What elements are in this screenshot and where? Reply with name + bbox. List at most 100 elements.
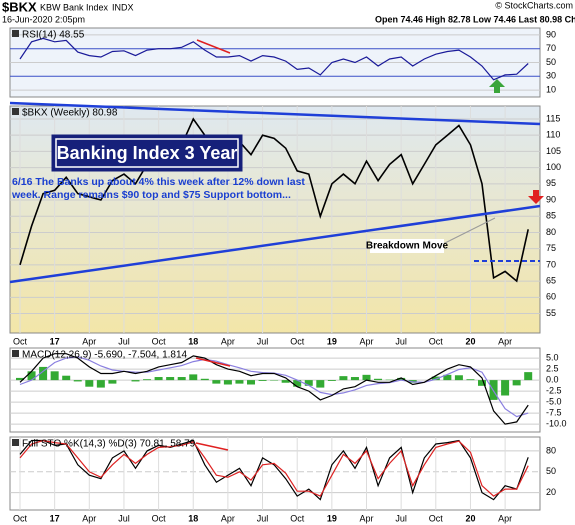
series-line (19, 439, 529, 497)
x-tick-label: 17 (50, 513, 60, 523)
y-tick-label: 115 (546, 113, 560, 123)
lower-trendline (9, 204, 541, 284)
series-line (19, 439, 529, 501)
up-arrow (489, 79, 505, 93)
x-tick-label: Oct (290, 513, 305, 523)
y-tick-label: 75 (546, 243, 556, 253)
x-tick-label: Apr (82, 336, 96, 346)
histogram-bar (258, 380, 267, 381)
histogram-bar (304, 380, 313, 386)
x-tick-label: Apr (359, 513, 373, 523)
histogram-bar (339, 376, 348, 381)
exchange: INDX (112, 2, 134, 12)
histogram-bar (293, 380, 302, 387)
y-tick-label: 70 (546, 43, 556, 53)
x-tick-label: Apr (498, 513, 512, 523)
y-tick-label: 100 (546, 162, 561, 172)
x-tick-label: Apr (359, 336, 373, 346)
x-tick-label: Apr (82, 513, 96, 523)
x-tick-label: Oct (290, 336, 305, 346)
histogram-bar (443, 374, 452, 381)
y-tick-label: 50 (546, 57, 556, 67)
histogram-bar (96, 380, 105, 388)
x-tick-label: Jul (395, 336, 407, 346)
x-tick-label: Oct (429, 336, 444, 346)
y-tick-label: 2.5 (546, 363, 559, 373)
x-tick-label: Jul (118, 336, 130, 346)
histogram-bar (27, 371, 36, 381)
histogram-bar (212, 380, 221, 384)
panel-title: Banking Index 3 Year (57, 143, 238, 163)
y-tick-label: 5.0 (546, 352, 559, 362)
y-tick-label: 80 (546, 445, 556, 455)
histogram-bar (50, 371, 59, 381)
histogram-bar (235, 380, 244, 384)
y-tick-label: 95 (546, 178, 556, 188)
down-arrow (528, 190, 544, 204)
series-line (19, 353, 529, 425)
histogram-bar (512, 380, 521, 386)
callout-text: Breakdown Move (366, 241, 449, 252)
x-tick-label: Oct (13, 513, 28, 523)
y-tick-label: 80 (546, 227, 556, 237)
y-tick-label: 10 (546, 84, 556, 94)
histogram-bar (431, 376, 440, 381)
histogram-bar (327, 380, 336, 381)
histogram-bar (154, 377, 163, 381)
histogram-bar (73, 380, 82, 382)
histogram-bar (223, 380, 232, 385)
y-tick-label: 65 (546, 275, 556, 285)
histogram-bar (281, 380, 290, 383)
y-tick-label: 60 (546, 292, 556, 302)
credit: © StockCharts.com (495, 0, 573, 10)
panel-label: $BKX (Weekly) 80.98 (22, 108, 118, 119)
histogram-bar (177, 377, 186, 381)
x-tick-label: Oct (13, 336, 28, 346)
label-bg (12, 30, 19, 37)
y-tick-label: -2.5 (546, 385, 562, 395)
y-tick-label: 0.0 (546, 374, 559, 384)
x-tick-label: Apr (498, 336, 512, 346)
overlay: Banking Index 3 Year 6/16 The Banks up a… (9, 39, 544, 451)
histogram-bar (62, 375, 71, 381)
index-name: KBW Bank Index (40, 2, 109, 12)
x-tick-label: Oct (152, 336, 167, 346)
panel-label: Full STO %K(14,3) %D(3) 70.81, 58.79 (22, 439, 196, 450)
divergence-line (195, 442, 229, 451)
comment: 6/16 The Banks up about 4% this week aft… (12, 176, 305, 201)
y-tick-label: 50 (546, 466, 556, 476)
histogram-bar (524, 372, 533, 381)
date: 16-Jun-2020 2:05pm (2, 14, 85, 24)
y-tick-label: 90 (546, 194, 556, 204)
y-tick-label: 105 (546, 146, 561, 156)
histogram-bar (397, 377, 406, 381)
x-tick-label: 20 (465, 513, 475, 523)
histogram-bar (466, 379, 475, 381)
x-tick-label: Apr (221, 336, 235, 346)
y-tick-label: 55 (546, 308, 556, 318)
title-box (51, 134, 243, 172)
quote: Open 74.46 High 82.78 Low 74.46 Last 80.… (375, 14, 575, 24)
y-tick-label: 30 (546, 71, 556, 81)
panel (9, 436, 541, 511)
divergence-line (196, 39, 231, 54)
histogram-bar (454, 375, 463, 381)
histogram-bar (247, 380, 255, 385)
label-bg (12, 350, 19, 357)
x-tick-label: Apr (221, 513, 235, 523)
series-line (19, 117, 529, 283)
histogram-bar (350, 377, 359, 381)
histogram-bar (143, 379, 152, 381)
y-tick-label: 90 (546, 29, 556, 39)
histogram-bar (39, 366, 48, 381)
x-tick-label: 19 (327, 513, 337, 523)
callout-box (370, 239, 444, 253)
label-bg (12, 108, 19, 115)
panel-label: RSI(14) 48.55 (22, 30, 85, 41)
histogram-bar (16, 377, 24, 381)
x-tick-label: 20 (465, 336, 475, 346)
histogram-bar (478, 380, 486, 386)
callout-line (442, 217, 496, 245)
upper-trendline (9, 101, 541, 126)
comment-text: 6/16 The Banks up about 4% this week aft… (12, 176, 305, 201)
